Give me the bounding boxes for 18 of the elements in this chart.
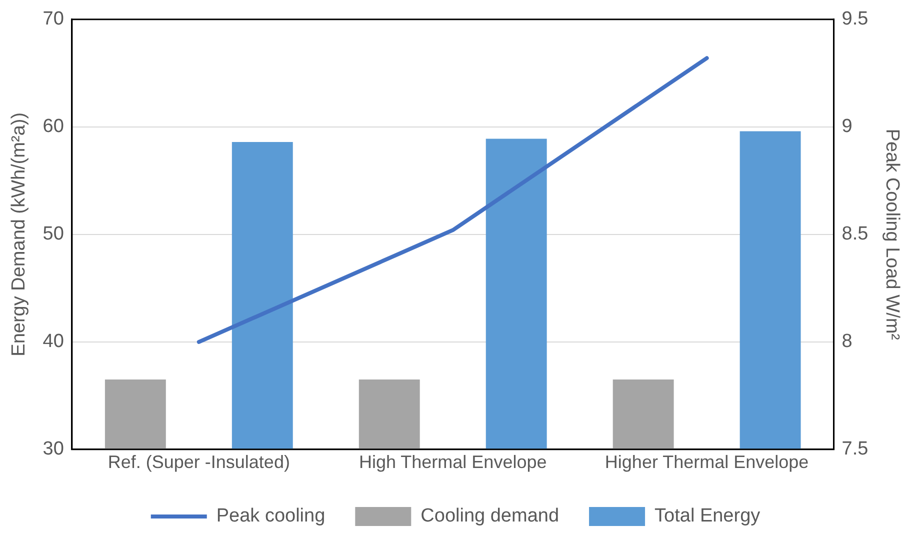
x-tick-label: High Thermal Envelope <box>358 452 547 472</box>
y-axis-title: Energy Demand (kWh/(m²a)) <box>8 112 30 356</box>
x-tick-label: Ref. (Super -Insulated) <box>108 452 290 472</box>
y-tick-label: 30 <box>42 438 64 460</box>
y2-tick-label: 8.5 <box>842 224 868 245</box>
legend-label: Cooling demand <box>420 506 560 527</box>
y2-tick-label: 7.5 <box>842 438 868 460</box>
y-tick-label: 60 <box>42 116 64 138</box>
y2-tick-label: 8 <box>842 331 852 352</box>
y-tick-label: 70 <box>42 8 64 30</box>
x-tick-label: Higher Thermal Envelope <box>604 452 809 472</box>
y-tick-label: 50 <box>42 224 64 245</box>
y2-axis-title: Peak Cooling Load W/m² <box>881 128 902 340</box>
legend-label: Peak cooling <box>216 506 326 527</box>
y2-tick-label: 9.5 <box>842 8 868 30</box>
y2-tick-label: 9 <box>842 116 852 138</box>
y-tick-label: 40 <box>42 331 64 352</box>
legend-label: Total Energy <box>654 506 761 527</box>
